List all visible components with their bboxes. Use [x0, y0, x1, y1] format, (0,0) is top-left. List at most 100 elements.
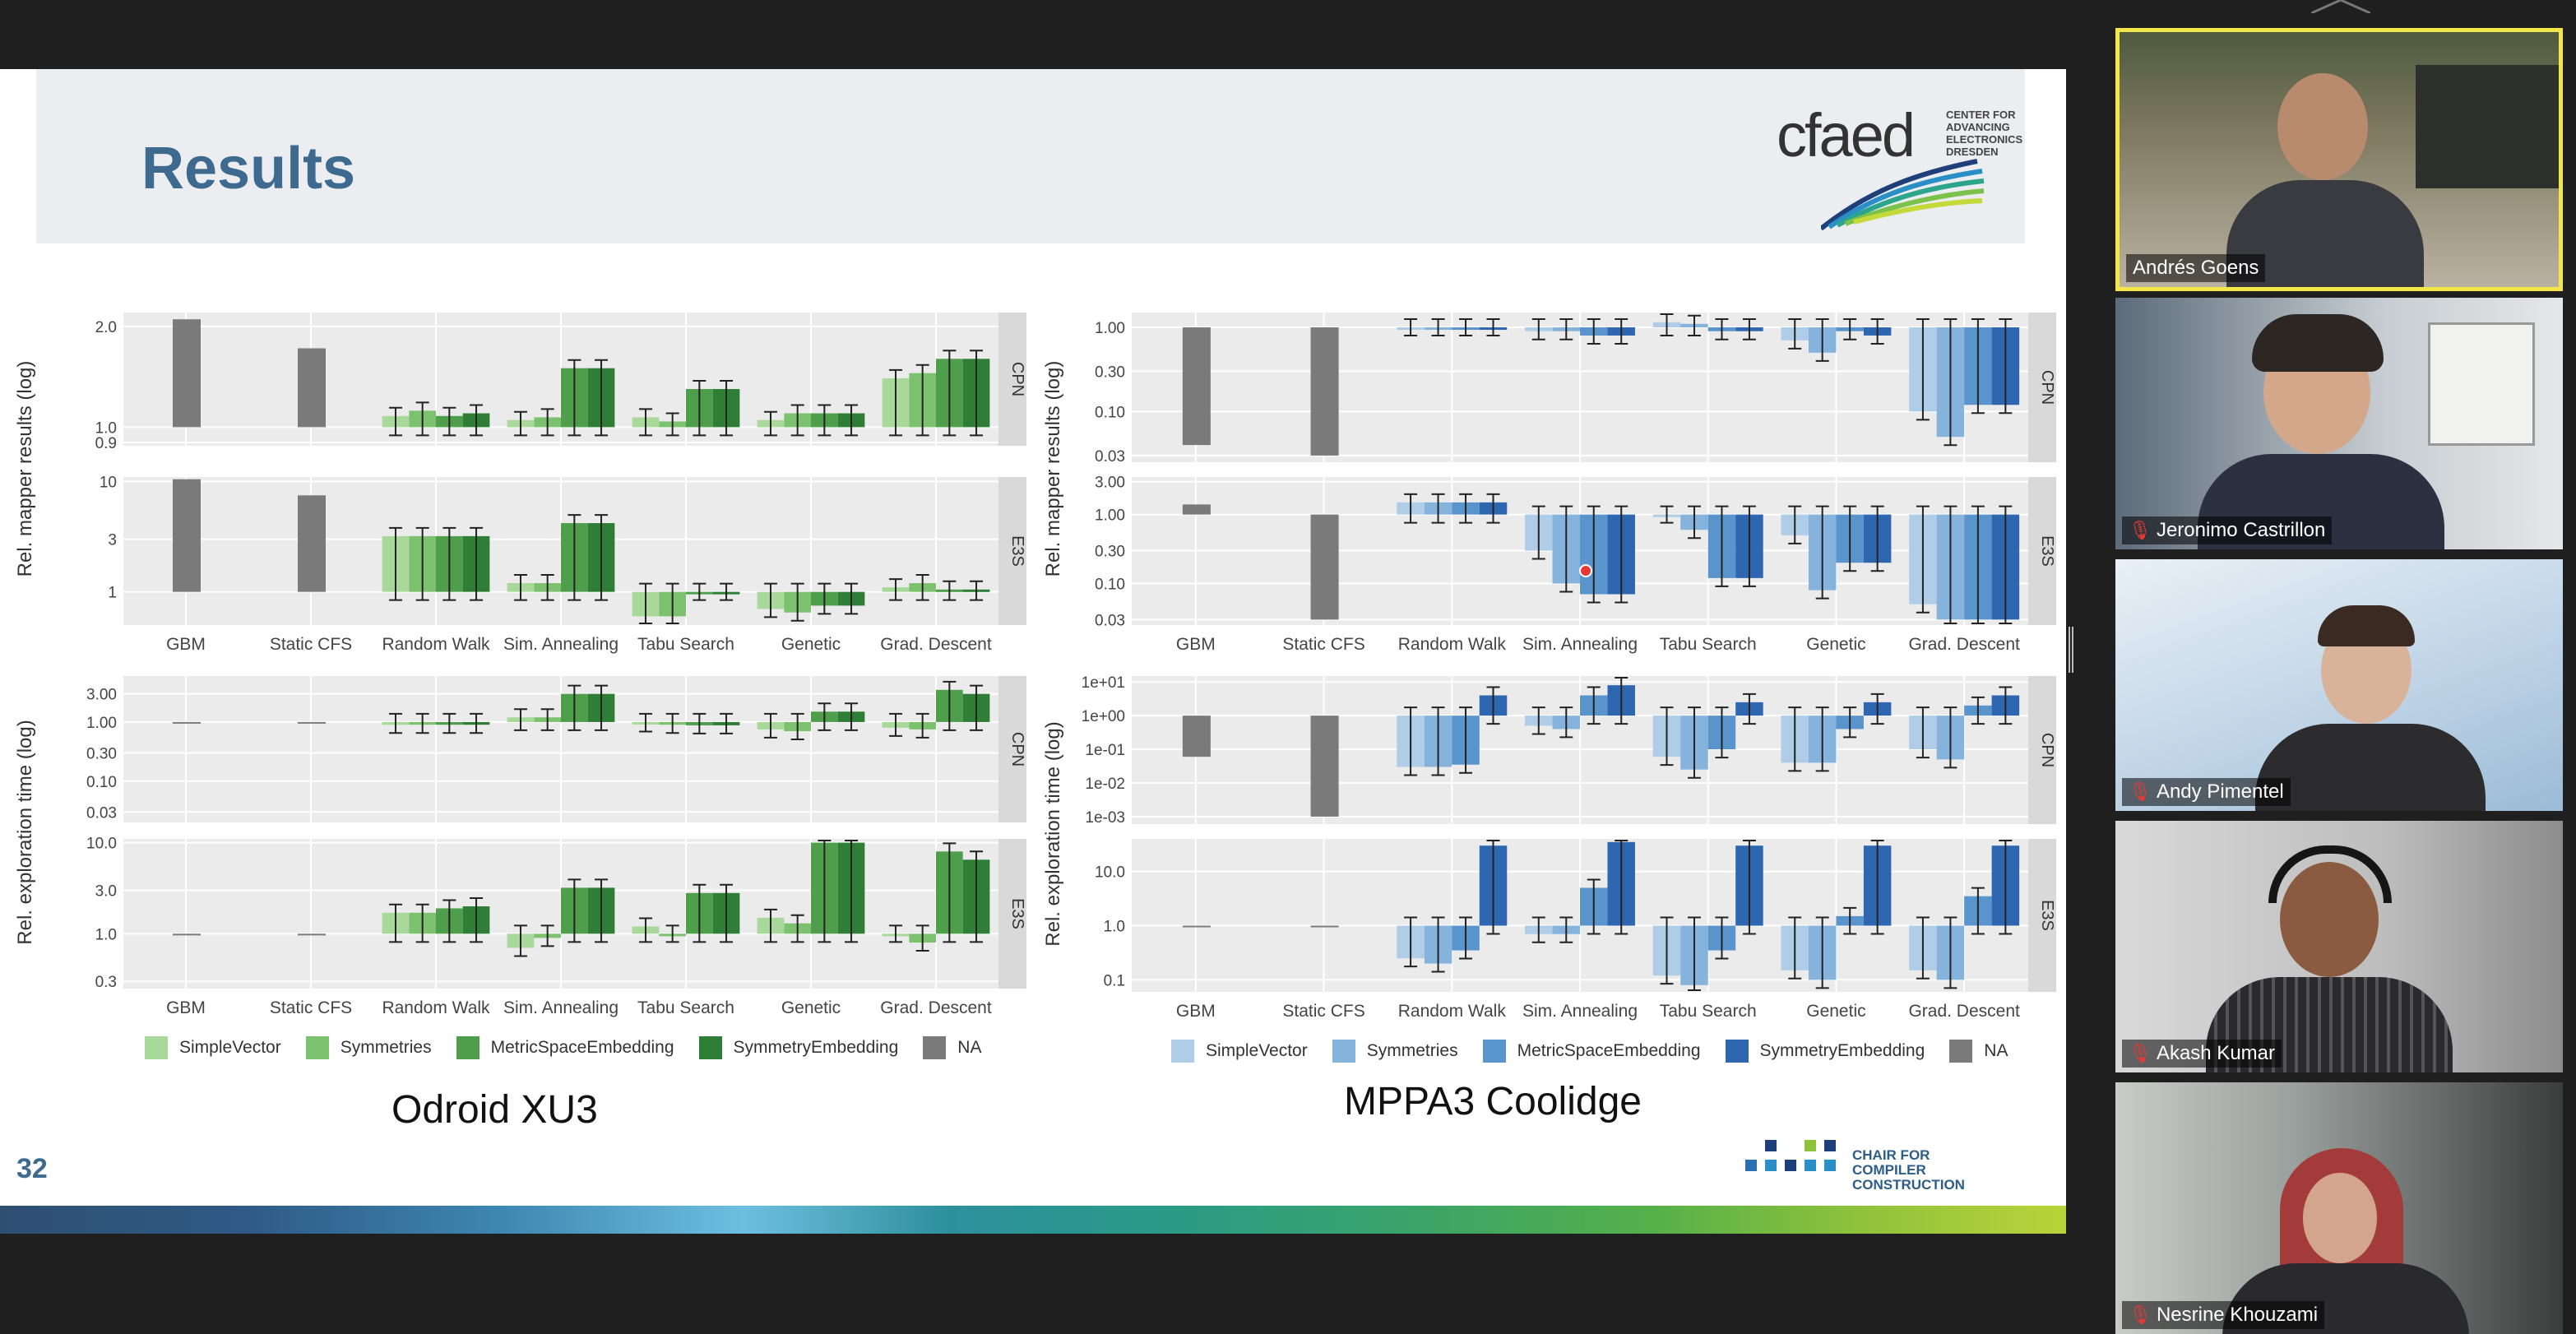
- muted-mic-icon: 🎙︎: [2129, 1304, 2152, 1325]
- na-bar: [298, 495, 326, 592]
- facet-strip-label: E3S: [2038, 535, 2056, 567]
- y-tick-label: 0.1: [1104, 972, 1125, 989]
- x-tick-label: Grad. Descent: [880, 998, 992, 1017]
- na-bar: [1310, 716, 1339, 817]
- y-tick-label: 1e-01: [1085, 742, 1125, 759]
- legend-item: SimpleVector: [1171, 1040, 1308, 1063]
- x-tick-label: Tabu Search: [637, 998, 734, 1017]
- y-tick-label: 1: [108, 585, 117, 602]
- participant-name: 🎙︎ Akash Kumar: [2122, 1040, 2282, 1068]
- x-tick-label: Grad. Descent: [1908, 1002, 2020, 1021]
- facet-strip: [2028, 477, 2056, 625]
- y-tick-label: 3.0: [95, 882, 117, 900]
- facet-strip-label: CPN: [2038, 733, 2056, 767]
- panel-resize-handle[interactable]: [2069, 627, 2073, 673]
- na-bar: [298, 933, 326, 936]
- x-tick-label: Static CFS: [1282, 1002, 1364, 1021]
- cfaed-logo-subtitle: CENTER FOR ADVANCING ELECTRONICS DRESDEN: [1946, 109, 2023, 158]
- cfaed-logo: cfaed CENTER FOR ADVANCING ELECTRONICS D…: [1772, 99, 2022, 230]
- y-tick-label: 0.10: [1095, 404, 1125, 421]
- participant-name: 🎙︎ Nesrine Khouzami: [2122, 1301, 2325, 1329]
- facet-strip: [998, 313, 1026, 446]
- y-tick-label: 0.10: [1095, 577, 1125, 594]
- slide-footer-stripe: [0, 1206, 2066, 1234]
- y-tick-label: 1e+00: [1082, 708, 1125, 725]
- y-tick-label: 3.00: [1095, 475, 1125, 492]
- y-tick-label: 1.00: [1095, 320, 1125, 337]
- x-tick-label: Random Walk: [1398, 1002, 1507, 1021]
- facet-strip-label: CPN: [1008, 732, 1026, 767]
- x-tick-label: Static CFS: [1282, 635, 1364, 654]
- na-bar: [298, 721, 326, 724]
- legend-item: Symmetries: [305, 1036, 432, 1059]
- y-tick-label: 0.9: [95, 435, 117, 452]
- left-chart-caption: Odroid XU3: [391, 1088, 598, 1132]
- participant-tile[interactable]: 🎙︎ Jeronimo Castrillon: [2115, 298, 2563, 549]
- x-tick-label: Genetic: [781, 998, 841, 1017]
- na-bar: [173, 319, 201, 428]
- legend-item: NA: [1949, 1040, 2008, 1063]
- muted-mic-icon: 🎙︎: [2129, 781, 2152, 802]
- facet-strip: [998, 477, 1026, 625]
- na-bar: [173, 721, 201, 724]
- y-tick-label: 0.3: [95, 974, 117, 991]
- na-bar: [1182, 327, 1211, 446]
- y-tick-label: 1e-03: [1085, 809, 1125, 827]
- facet-strip: [2028, 839, 2056, 992]
- y-tick-label: 1.0: [95, 419, 117, 437]
- y-tick-label: 1e-02: [1085, 776, 1125, 793]
- legend-item: NA: [923, 1036, 981, 1059]
- cfaed-logo-text: cfaed: [1777, 101, 1916, 169]
- y-tick-label: 0.03: [1095, 612, 1125, 629]
- na-bar: [298, 348, 326, 428]
- facet-strip-label: E3S: [1008, 898, 1026, 929]
- y-tick-label: 1.0: [95, 926, 117, 943]
- facet-strip: [2028, 676, 2056, 824]
- na-bar: [173, 933, 201, 936]
- na-bar: [1182, 504, 1211, 515]
- y-tick-label: 0.10: [86, 774, 117, 791]
- y-axis-label: Rel. exploration time (log): [1042, 721, 1064, 946]
- x-tick-label: Sim. Annealing: [1522, 1002, 1638, 1021]
- legend-item: MetricSpaceEmbedding: [456, 1036, 674, 1059]
- participant-name: 🎙︎ Andy Pimentel: [2122, 778, 2291, 806]
- x-tick-label: Sim. Annealing: [503, 998, 619, 1017]
- x-tick-label: Tabu Search: [1660, 635, 1757, 654]
- y-tick-label: 3.00: [86, 687, 117, 704]
- facet-strip-label: E3S: [2038, 900, 2056, 931]
- right-chart-caption: MPPA3 Coolidge: [1344, 1080, 1642, 1123]
- y-tick-label: 0.03: [1095, 448, 1125, 466]
- participant-tile[interactable]: 🎙︎ Nesrine Khouzami: [2115, 1082, 2563, 1334]
- window-controls[interactable]: [2310, 0, 2371, 15]
- x-tick-label: Tabu Search: [1660, 1002, 1757, 1021]
- y-tick-label: 3: [108, 532, 117, 549]
- participant-tile[interactable]: 🎙︎ Akash Kumar: [2115, 821, 2563, 1072]
- y-tick-label: 1.0: [1104, 919, 1125, 936]
- legend-item: SymmetryEmbedding: [1725, 1040, 1925, 1063]
- slide-number: 32: [16, 1153, 48, 1184]
- x-tick-label: Genetic: [1806, 635, 1865, 654]
- x-tick-label: Grad. Descent: [880, 635, 992, 654]
- na-bar: [1310, 514, 1339, 620]
- na-bar: [173, 479, 201, 592]
- muted-mic-icon: 🎙︎: [2129, 1043, 2152, 1063]
- na-bar: [1182, 925, 1211, 928]
- legend-item: Symmetries: [1332, 1040, 1458, 1063]
- slide-title: Results: [141, 136, 356, 201]
- facet-strip-label: E3S: [1008, 535, 1026, 567]
- y-axis-label: Rel. mapper results (log): [14, 361, 36, 577]
- legend-item: SymmetryEmbedding: [698, 1036, 898, 1059]
- participant-tile[interactable]: 🎙︎ Andy Pimentel: [2115, 559, 2563, 811]
- compiler-construction-logo: CHAIR FOR COMPILER CONSTRUCTION: [1745, 1140, 1992, 1197]
- participant-tile[interactable]: Andrés Goens: [2115, 28, 2563, 291]
- slide-header: Results cfaed CENTER FOR ADVANCING ELECT…: [36, 69, 2025, 243]
- y-tick-label: 0.30: [1095, 364, 1125, 382]
- legend-item: SimpleVector: [145, 1036, 281, 1059]
- x-tick-label: GBM: [1176, 1002, 1216, 1021]
- na-bar: [1182, 716, 1211, 757]
- x-tick-label: Random Walk: [1398, 635, 1507, 654]
- na-bar: [1310, 327, 1339, 456]
- x-tick-label: Sim. Annealing: [503, 635, 619, 654]
